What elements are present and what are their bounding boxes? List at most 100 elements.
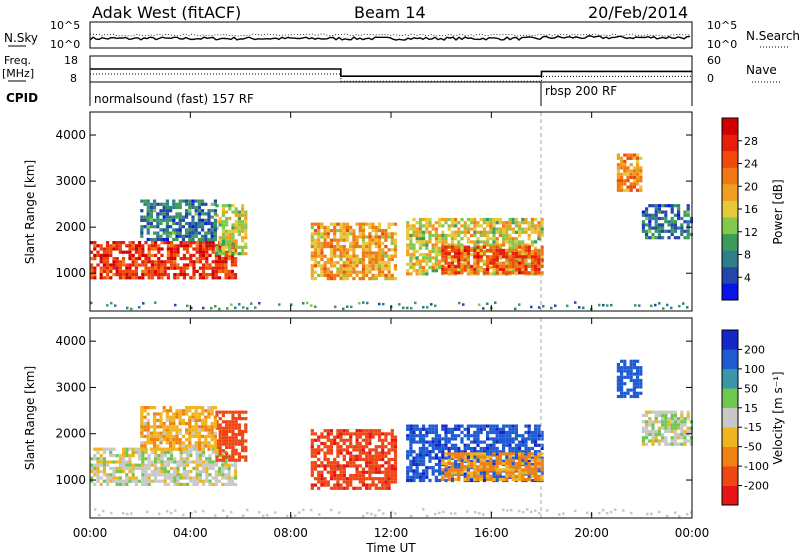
echo-cell [374,257,378,261]
echo-cell [387,248,391,252]
echo-cell [358,261,362,265]
echo-cell [320,232,324,236]
echo-cell [109,244,113,248]
echo-cell [176,466,180,470]
echo-cell [457,233,461,238]
echo-cell [112,266,116,270]
echo-cell [486,455,490,459]
echo-cell [122,250,126,254]
echo-cell [218,426,222,430]
echo-cell [144,466,148,470]
echo-cell [211,260,215,264]
echo-cell [198,457,202,461]
echo-cell [342,225,346,229]
echo-cell [648,433,652,437]
echo-cell [149,447,153,451]
echo-cell [409,237,413,241]
echo-cell [176,244,180,248]
echo-cell [310,467,314,471]
echo-cell [521,440,525,444]
echo-cell [457,240,461,244]
echo-cell [381,235,385,239]
echo-cell [317,473,321,478]
echo-cell [505,237,509,241]
echo-cell [508,455,512,459]
echo-cell [185,199,189,203]
near-range-cell [398,303,401,306]
echo-cell [118,250,122,254]
echo-cell [112,473,116,477]
echo-cell [454,427,458,431]
echo-cell [368,251,372,255]
echo-cell [486,459,490,463]
echo-cell [358,432,362,436]
echo-cell [339,251,343,255]
echo-cell [632,382,636,386]
echo-cell [393,473,398,478]
echo-cell [418,217,422,222]
beam-title: Beam 14 [354,3,426,22]
echo-cell [521,253,525,257]
echo-cell [202,470,206,474]
echo-cell [194,434,198,438]
echo-cell [201,409,205,413]
echo-cell [641,223,645,227]
echo-cell [431,430,435,435]
echo-cell [450,446,454,451]
echo-cell [333,273,337,277]
echo-cell [434,221,438,225]
echo-cell [444,456,448,460]
echo-cell [476,249,480,254]
echo-cell [409,434,413,438]
echo-cell [336,477,340,481]
echo-cell [412,217,416,222]
echo-cell [221,229,225,233]
echo-cell [508,224,512,228]
echo-cell [409,466,413,470]
echo-cell [629,156,633,160]
echo-cell [154,260,158,264]
echo-cell [495,227,499,231]
echo-cell [160,473,164,477]
echo-cell [186,257,190,261]
echo-cell [623,391,627,395]
echo-cell [342,277,346,281]
echo-cell [623,172,627,176]
echo-cell [492,233,496,238]
echo-cell [393,245,398,249]
echo-cell [313,261,318,265]
echo-cell [518,443,522,447]
echo-cell [156,215,160,219]
colorbar-swatch [722,407,738,428]
echo-cell [651,429,655,433]
echo-cell [418,475,422,479]
echo-cell [143,425,147,429]
echo-cell [102,463,106,467]
echo-cell [368,267,372,271]
echo-cell [205,250,209,254]
echo-cell [162,202,166,206]
echo-cell [237,439,241,443]
echo-cell [505,230,509,234]
echo-cell [537,469,541,473]
echo-cell [502,233,506,238]
echo-cell [122,263,126,267]
echo-cell [482,217,486,222]
echo-cell [428,466,432,470]
echo-cell [197,406,201,410]
echo-cell [224,460,228,464]
echo-cell [387,267,391,271]
echo-cell [460,217,464,222]
echo-cell [537,221,541,225]
echo-cell [317,477,321,481]
echo-cell [225,245,229,249]
echo-cell [131,450,135,454]
echo-cell [339,483,343,487]
echo-cell [166,457,170,461]
echo-cell [390,257,394,261]
echo-cell [197,212,201,216]
echo-cell [202,247,206,251]
echo-cell [230,260,234,264]
freq-line [90,68,692,77]
